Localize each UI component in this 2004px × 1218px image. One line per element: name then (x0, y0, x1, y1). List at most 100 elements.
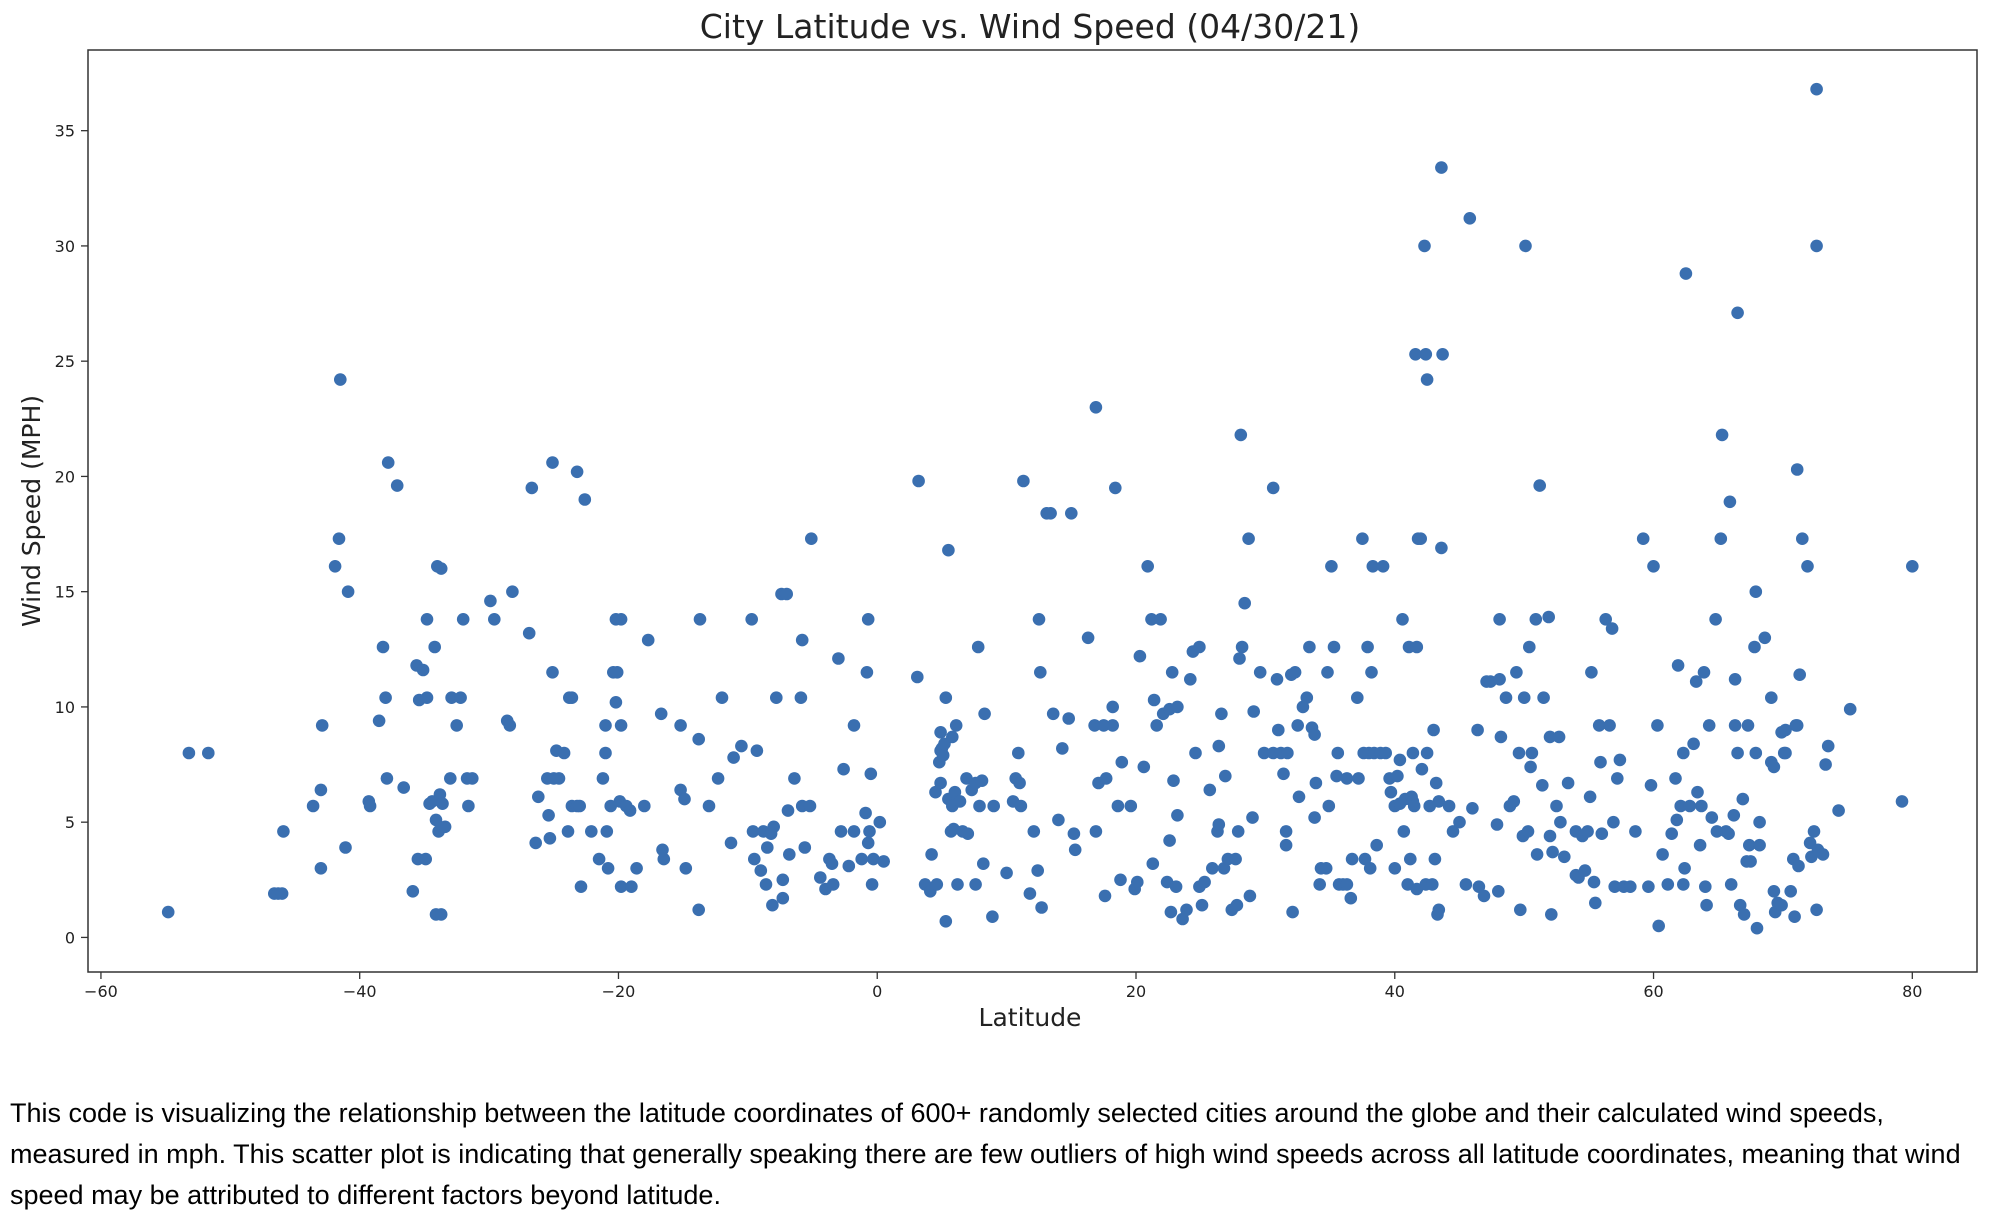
data-point (1510, 666, 1523, 679)
data-point (1493, 673, 1506, 686)
data-point (1691, 785, 1704, 799)
data-point (596, 772, 610, 785)
data-point (1150, 719, 1163, 732)
data-point (759, 878, 773, 891)
data-point (542, 809, 555, 822)
data-point (805, 532, 818, 545)
data-point (1319, 862, 1333, 875)
data-point (1599, 613, 1612, 626)
data-point (1524, 760, 1537, 774)
data-point (1731, 306, 1744, 320)
data-point (842, 859, 856, 873)
data-point (1493, 613, 1506, 626)
data-point (1189, 746, 1202, 760)
data-point (1088, 719, 1101, 732)
data-point (1731, 746, 1744, 760)
data-point (973, 799, 986, 813)
data-point (1352, 772, 1365, 785)
data-point (592, 852, 606, 866)
data-point (529, 836, 542, 850)
data-point (532, 790, 545, 804)
data-point (1344, 891, 1358, 905)
data-point (1605, 622, 1619, 635)
data-point (506, 585, 519, 598)
data-point (1109, 481, 1122, 495)
data-point (456, 613, 470, 626)
data-point (1543, 829, 1557, 843)
data-point (372, 714, 386, 728)
data-point (610, 666, 624, 679)
data-point (625, 880, 638, 893)
data-point (776, 873, 790, 887)
data-point (1393, 753, 1407, 767)
data-point (1065, 507, 1078, 520)
data-point (1184, 673, 1197, 686)
data-point (825, 857, 839, 870)
data-point (543, 832, 557, 845)
data-point (1300, 691, 1314, 704)
data-point (1670, 813, 1684, 827)
data-point (1169, 880, 1183, 893)
data-point (1410, 640, 1424, 654)
data-point (406, 885, 420, 898)
data-point (1687, 737, 1700, 751)
data-point (623, 804, 637, 817)
x-tick-label: −60 (84, 982, 118, 1001)
data-point (1790, 463, 1804, 476)
data-point (1415, 762, 1429, 776)
data-point (1242, 532, 1255, 545)
data-point (834, 825, 848, 838)
y-tick-label: 15 (55, 583, 75, 602)
data-point (1700, 898, 1713, 912)
data-point (1463, 212, 1477, 225)
data-point (1356, 532, 1369, 545)
data-point (949, 719, 963, 732)
data-point (1736, 792, 1750, 806)
data-point (1435, 541, 1448, 555)
data-point (315, 719, 329, 732)
data-point (1832, 804, 1845, 817)
data-point (1677, 746, 1690, 760)
data-point (1442, 799, 1456, 813)
data-point (1543, 730, 1557, 744)
data-point (702, 799, 716, 813)
x-tick-label: −20 (602, 982, 636, 1001)
data-point (546, 456, 559, 469)
data-point (1589, 896, 1602, 910)
data-point (1810, 239, 1823, 253)
data-point (341, 585, 355, 598)
data-point (1286, 905, 1299, 919)
data-point (847, 719, 861, 732)
data-point (1775, 898, 1788, 912)
data-point (1180, 903, 1193, 917)
data-point (1722, 827, 1735, 840)
data-point (1471, 723, 1484, 737)
data-point (1608, 880, 1621, 893)
data-point (1044, 507, 1057, 520)
data-point (711, 772, 725, 785)
data-point (939, 691, 953, 704)
data-point (745, 613, 758, 626)
data-point (724, 836, 738, 850)
data-point (1613, 753, 1627, 767)
data-point (380, 772, 394, 785)
data-point (1397, 825, 1411, 838)
data-point (1585, 666, 1598, 679)
data-point (1727, 809, 1741, 822)
data-point (630, 862, 643, 875)
data-point (1595, 827, 1609, 840)
data-point (969, 878, 982, 891)
data-point (1106, 700, 1119, 714)
data-point (1089, 825, 1103, 838)
data-point (1737, 908, 1751, 921)
data-point (656, 843, 669, 857)
data-point (925, 848, 938, 861)
data-point (1145, 613, 1158, 626)
data-point (837, 762, 850, 776)
data-point (1198, 875, 1211, 889)
data-point (1748, 640, 1761, 654)
data-point (1587, 875, 1601, 889)
data-point (1702, 719, 1716, 732)
plot-frame (87, 49, 1978, 973)
data-point (1031, 864, 1044, 877)
